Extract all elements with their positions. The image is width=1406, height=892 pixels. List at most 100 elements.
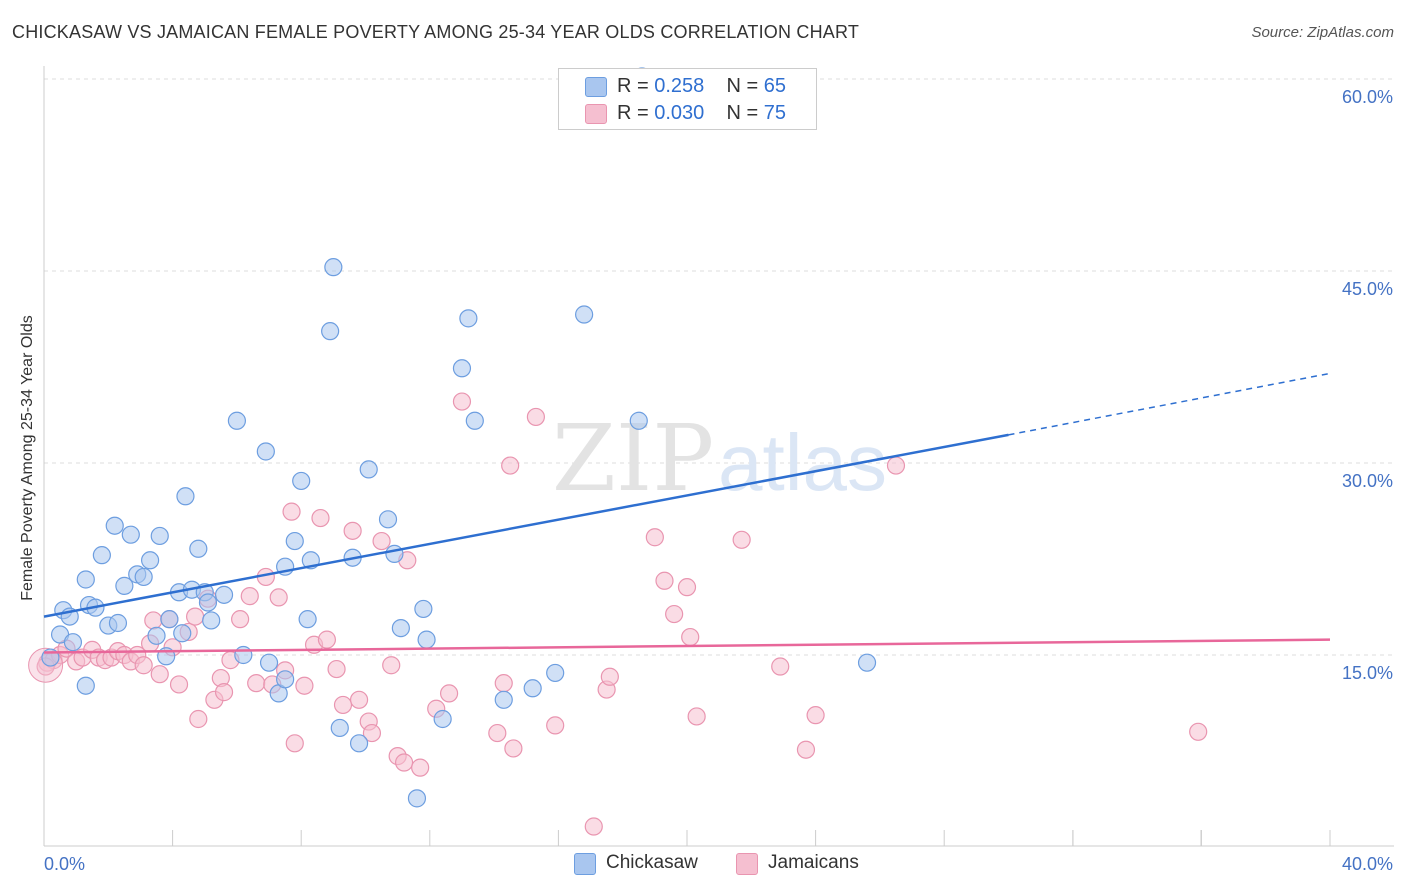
jamaicans-points <box>28 392 1208 836</box>
legend-r-value: 0.258 <box>654 75 705 97</box>
chickasaw-point <box>324 258 343 277</box>
jamaicans-point <box>796 740 816 759</box>
chickasaw-point <box>546 663 565 683</box>
chickasaw-point <box>391 619 410 638</box>
jamaicans-point <box>501 456 520 475</box>
jamaicans-trend-line <box>43 638 1331 654</box>
legend-n-value: 75 <box>763 102 787 124</box>
chickasaw-point <box>857 653 877 672</box>
jamaicans-point <box>681 627 700 647</box>
series-swatch-chickasaw <box>574 853 596 875</box>
chickasaw-point <box>298 610 317 629</box>
chickasaw-point <box>227 411 246 430</box>
jamaicans-point <box>665 604 684 624</box>
chickasaw-point <box>417 630 436 649</box>
jamaicans-point <box>362 723 382 743</box>
jamaicans-point <box>504 739 523 758</box>
chickasaw-point <box>378 510 398 529</box>
source-label: Source: ZipAtlas.com <box>1251 24 1394 41</box>
jamaicans-point <box>806 706 825 725</box>
chickasaw-point <box>150 526 169 546</box>
jamaicans-point <box>645 528 664 547</box>
chickasaw-point <box>105 516 124 535</box>
x-tick-label: 40.0% <box>1342 854 1393 874</box>
correlation-legend: R = 0.258 N = 65 R = 0.030 N = 75 <box>558 68 817 130</box>
series-label-chickasaw: Chickasaw <box>606 852 698 873</box>
jamaicans-point <box>311 508 330 528</box>
chickasaw-point <box>173 624 192 643</box>
chickasaw-point <box>359 460 378 479</box>
jamaicans-point <box>687 707 706 726</box>
chickasaw-point <box>92 546 111 565</box>
axis-layer <box>43 66 1394 847</box>
chickasaw-point <box>285 531 304 551</box>
chickasaw-point <box>202 611 221 630</box>
jamaicans-point <box>150 665 169 684</box>
chickasaw-point <box>523 679 542 698</box>
chickasaw-point <box>452 359 472 378</box>
jamaicans-point <box>600 667 619 686</box>
chickasaw-point <box>214 585 234 604</box>
chart-title: CHICKASAW VS JAMAICAN FEMALE POVERTY AMO… <box>12 22 860 42</box>
jamaicans-point <box>247 674 266 693</box>
legend-n-label: N = <box>726 102 764 124</box>
jamaicans-point <box>327 659 346 679</box>
chickasaw-point <box>63 633 83 652</box>
chickasaw-point <box>234 645 253 665</box>
chickasaw-point <box>147 626 166 645</box>
watermark: ZIP atlas <box>552 405 887 512</box>
grid-layer <box>44 78 1394 656</box>
jamaicans-point <box>382 656 401 675</box>
legend-n-label: N = <box>726 75 764 97</box>
jamaicans-point <box>295 676 314 695</box>
jamaicans-point <box>394 753 414 772</box>
chickasaw-point <box>407 789 427 808</box>
chickasaw-point <box>160 610 179 629</box>
jamaicans-point <box>1189 722 1208 741</box>
chickasaw-trend-extension <box>1008 372 1331 436</box>
jamaicans-point <box>886 456 906 475</box>
jamaicans-point <box>584 817 603 836</box>
jamaicans-point <box>546 716 565 735</box>
chickasaw-point <box>321 322 340 341</box>
chickasaw-point <box>140 551 160 570</box>
legend-r-value: 0.030 <box>654 102 705 124</box>
legend-swatch-jamaicans <box>585 104 607 124</box>
chickasaw-point <box>176 487 195 506</box>
series-label-jamaicans: Jamaicans <box>768 852 859 873</box>
jamaicans-point <box>186 607 205 626</box>
jamaicans-point <box>269 588 288 607</box>
jamaicans-point <box>134 656 153 675</box>
chickasaw-point <box>189 539 208 558</box>
y-tick-label: 45.0% <box>1342 279 1393 299</box>
jamaicans-point <box>144 611 163 630</box>
chickasaw-points <box>41 67 877 808</box>
jamaicans-point <box>317 630 337 649</box>
chickasaw-point <box>465 411 484 430</box>
chickasaw-point <box>292 471 311 491</box>
chickasaw-point <box>414 599 433 619</box>
jamaicans-point <box>771 657 790 676</box>
jamaicans-point <box>240 587 259 606</box>
legend-text-chickasaw: R = 0.258 N = 65 <box>617 75 786 98</box>
jamaicans-point <box>372 531 391 551</box>
chickasaw-point <box>385 544 404 563</box>
chickasaw-point <box>115 576 134 595</box>
y-tick-label: 60.0% <box>1342 87 1393 107</box>
jamaicans-point <box>343 521 362 540</box>
chickasaw-point <box>433 709 452 729</box>
chickasaw-trend-line <box>43 433 1009 618</box>
legend-r-label: R = <box>617 102 655 124</box>
chickasaw-point <box>575 305 594 324</box>
chickasaw-point <box>459 309 478 328</box>
jamaicans-point <box>452 392 472 411</box>
legend-swatch-chickasaw <box>585 77 607 97</box>
x-tick-label: 0.0% <box>44 854 85 874</box>
jamaicans-point <box>488 723 507 743</box>
legend-text-jamaicans: R = 0.030 N = 75 <box>617 102 786 125</box>
chickasaw-point <box>349 734 369 753</box>
jamaicans-point <box>333 695 353 715</box>
jamaicans-point <box>411 758 430 777</box>
jamaicans-point <box>494 674 513 693</box>
chickasaw-point <box>276 670 295 689</box>
